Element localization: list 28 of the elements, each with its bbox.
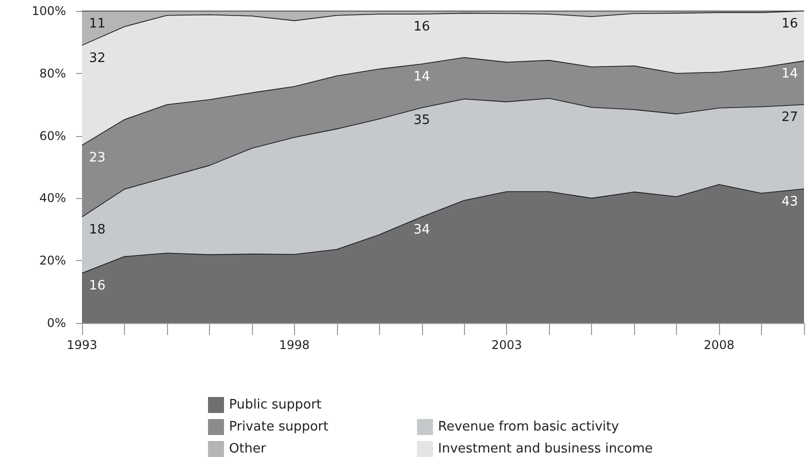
legend-label: Revenue from basic activity [438, 420, 620, 434]
data-label: 14 [413, 70, 430, 85]
x-tick-label: 1998 [279, 338, 310, 352]
data-label: 27 [781, 110, 798, 126]
y-tick-label: 20% [39, 254, 66, 268]
data-label: 34 [413, 222, 430, 238]
y-tick-label: 80% [39, 66, 66, 80]
data-label: 16 [781, 16, 798, 32]
legend-label: Private support [229, 420, 328, 434]
x-tick-label: 2008 [704, 338, 734, 352]
data-label: 32 [89, 50, 106, 66]
data-label: 35 [413, 113, 430, 128]
legend-label: Public support [229, 398, 322, 412]
y-tick-label: 100% [32, 4, 66, 18]
data-label: 16 [89, 278, 106, 294]
x-tick-label: 2003 [491, 338, 522, 352]
y-tick-label: 0% [46, 316, 66, 330]
legend-label: Investment and business income [438, 442, 653, 456]
data-label: 43 [781, 194, 798, 210]
x-tick-label: 1993 [66, 338, 98, 352]
data-label: 14 [781, 66, 798, 82]
data-label: 11 [89, 16, 106, 32]
data-label: 23 [89, 150, 106, 166]
legend-label: Other [229, 442, 267, 456]
data-label: 16 [413, 20, 430, 35]
y-tick-label: 60% [39, 128, 66, 143]
data-label: 18 [89, 222, 106, 238]
y-tick-label: 40% [39, 191, 66, 206]
